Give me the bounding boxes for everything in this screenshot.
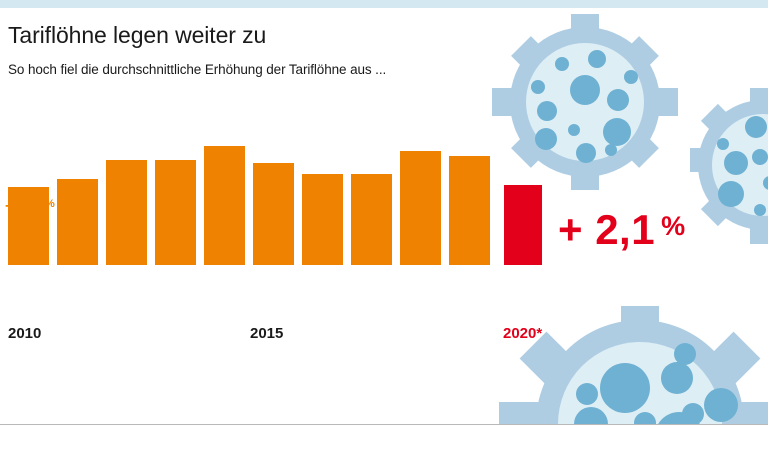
axis-tick-2020: 2020*	[503, 325, 543, 342]
chart-bar	[8, 187, 49, 265]
axis-tick-2010: 2010	[8, 325, 42, 342]
chart-bar	[155, 160, 196, 265]
axis-tick-2015: 2015	[250, 325, 284, 342]
bar-chart: + 1,8% + 2,1% 2010 2015 2020*	[5, 146, 686, 342]
footer: * Neuabschlüsse im ersten Halbjahr 2020:…	[0, 425, 768, 457]
chart-bar	[204, 146, 245, 265]
chart-bar	[302, 174, 343, 265]
top-accent-band	[0, 0, 768, 8]
first-bar-data-label: + 1,8%	[5, 198, 55, 216]
chart-bar	[57, 179, 98, 265]
chart-bar	[106, 160, 147, 265]
page-subtitle: So hoch fiel die durchschnittliche Erhöh…	[8, 62, 387, 77]
first-bar-value: + 1,8	[5, 198, 44, 215]
chart-bar	[400, 151, 441, 265]
first-bar-percent-sign: %	[45, 198, 56, 210]
chart-bar	[449, 156, 490, 265]
chart-bar	[351, 174, 392, 265]
page-title: Tariflöhne legen weiter zu	[8, 22, 267, 48]
highlight-percent-sign: %	[661, 211, 686, 241]
highlight-value: + 2,1	[558, 206, 656, 253]
highlight-data-label: + 2,1%	[558, 209, 686, 251]
chart-bar	[253, 163, 294, 265]
footer-divider	[0, 424, 768, 425]
chart-bar-highlight	[504, 185, 542, 265]
